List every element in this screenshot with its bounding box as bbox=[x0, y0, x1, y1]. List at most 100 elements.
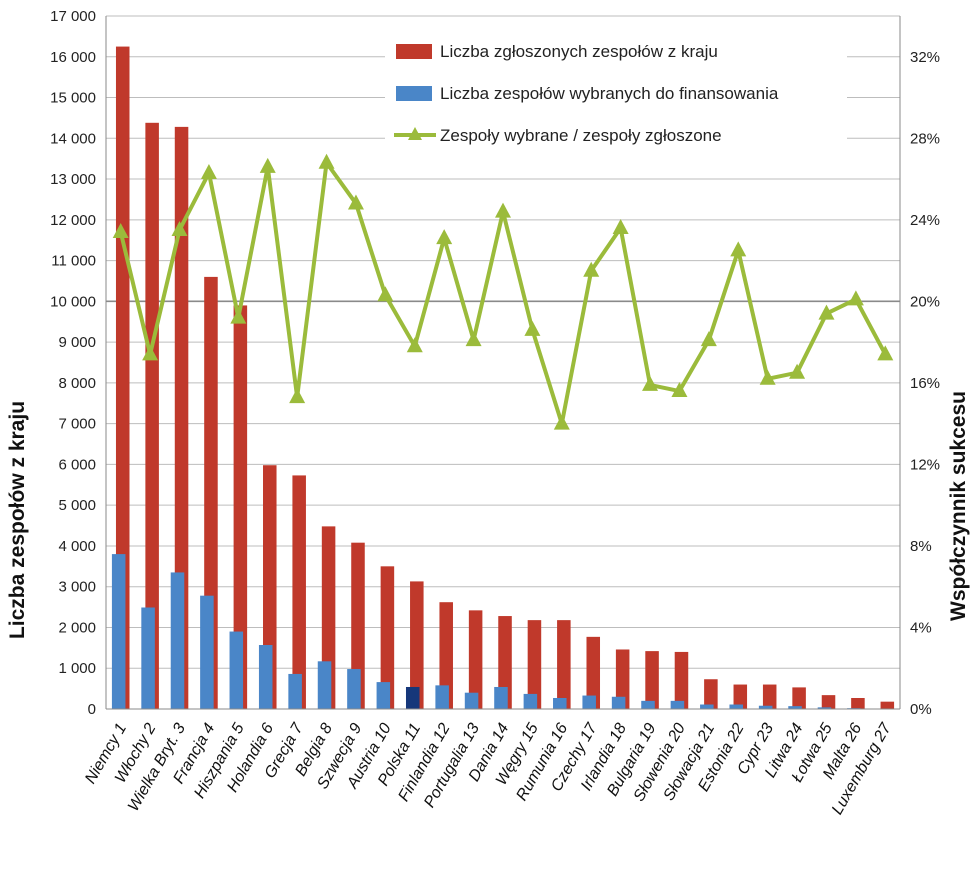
legend: Liczba zgłoszonych zespołów z kraju Licz… bbox=[385, 36, 847, 156]
ratio-marker bbox=[730, 241, 747, 257]
bar-submitted bbox=[145, 122, 159, 709]
bar-selected bbox=[611, 696, 626, 709]
left-tick-label: 10 000 bbox=[50, 293, 96, 310]
legend-background bbox=[385, 36, 847, 156]
right-tick-label: 32% bbox=[910, 49, 940, 66]
legend-swatch-selected bbox=[396, 86, 432, 101]
bar-submitted bbox=[851, 697, 865, 709]
bar-submitted bbox=[468, 610, 483, 709]
right-tick-label: 4% bbox=[910, 619, 932, 636]
left-tick-label: 15 000 bbox=[50, 90, 96, 107]
right-tick-label: 16% bbox=[910, 375, 940, 392]
ratio-marker bbox=[612, 218, 629, 234]
bar-selected bbox=[641, 700, 655, 709]
right-tick-label: 12% bbox=[910, 456, 940, 473]
bar-selected bbox=[258, 644, 273, 709]
ratio-marker bbox=[289, 388, 306, 404]
bar-selected bbox=[817, 707, 832, 709]
ratio-marker bbox=[377, 286, 394, 302]
bar-submitted bbox=[115, 46, 130, 709]
success-line bbox=[112, 153, 894, 430]
legend-label-ratio: Zespoły wybrane / zespoły zgłoszone bbox=[440, 126, 722, 145]
bars bbox=[111, 46, 895, 709]
legend-label-selected: Liczba zespołów wybranych do finansowani… bbox=[440, 84, 779, 103]
ratio-marker bbox=[495, 202, 511, 218]
bar-submitted bbox=[762, 684, 777, 709]
ratio-marker bbox=[318, 153, 335, 169]
ratio-marker bbox=[171, 221, 188, 237]
ratio-marker bbox=[847, 290, 864, 306]
bar-submitted bbox=[615, 649, 630, 709]
bar-submitted bbox=[792, 687, 806, 709]
left-tick-label: 4 000 bbox=[58, 538, 96, 555]
left-tick-label: 16 000 bbox=[50, 49, 96, 66]
bar-selected bbox=[376, 682, 391, 709]
ratio-marker bbox=[553, 414, 570, 430]
bar-submitted bbox=[439, 602, 453, 709]
ratio-marker bbox=[465, 331, 482, 347]
bar-submitted bbox=[674, 651, 689, 709]
ratio-marker bbox=[877, 345, 894, 361]
bar-submitted bbox=[410, 581, 424, 709]
bar-submitted bbox=[174, 126, 189, 709]
bar-submitted bbox=[351, 542, 365, 709]
bar-submitted bbox=[292, 475, 306, 709]
ratio-marker bbox=[524, 320, 541, 336]
ratio-marker bbox=[789, 363, 806, 379]
bar-submitted bbox=[880, 701, 895, 709]
ratio-marker bbox=[230, 308, 247, 324]
right-tick-label: 28% bbox=[910, 130, 940, 147]
bar-selected bbox=[288, 673, 302, 709]
ratio-marker bbox=[583, 261, 600, 277]
bar-selected bbox=[523, 693, 538, 709]
ratio-marker bbox=[818, 304, 835, 320]
bar-selected bbox=[729, 704, 743, 709]
bar-submitted bbox=[586, 636, 601, 709]
ratio-marker bbox=[259, 157, 276, 173]
left-tick-label: 1 000 bbox=[58, 660, 96, 677]
bar-selected bbox=[229, 631, 244, 709]
legend-label-submitted: Liczba zgłoszonych zespołów z kraju bbox=[440, 42, 718, 61]
left-axis-title: Liczba zespołów z kraju bbox=[6, 401, 29, 639]
ratio-marker bbox=[436, 229, 453, 245]
ratio-marker bbox=[700, 331, 717, 347]
bar-selected bbox=[141, 607, 155, 709]
right-axis-ticks: 0% 4% 8% 12% 16% 20% 24% 28% 32% bbox=[910, 49, 940, 718]
bar-selected bbox=[670, 700, 685, 709]
ratio-marker bbox=[759, 369, 776, 385]
bar-submitted bbox=[527, 620, 542, 709]
bar-selected bbox=[170, 572, 185, 709]
left-tick-label: 5 000 bbox=[58, 497, 96, 514]
right-tick-label: 0% bbox=[910, 701, 932, 718]
ratio-marker bbox=[112, 223, 129, 239]
bar-selected bbox=[435, 685, 449, 709]
ratio-marker bbox=[406, 337, 423, 353]
left-tick-label: 14 000 bbox=[50, 130, 96, 147]
ratio-marker bbox=[142, 345, 159, 361]
bar-submitted bbox=[733, 684, 748, 709]
legend-swatch-ratio-marker bbox=[408, 127, 422, 140]
bar-submitted bbox=[557, 620, 571, 709]
ratio-marker bbox=[642, 375, 659, 391]
bar-selected bbox=[347, 669, 361, 709]
left-tick-label: 9 000 bbox=[58, 334, 96, 351]
bar-selected bbox=[788, 706, 802, 709]
bar-submitted bbox=[233, 305, 248, 709]
left-tick-label: 11 000 bbox=[51, 253, 96, 270]
bar-selected bbox=[700, 704, 714, 709]
ratio-marker bbox=[347, 194, 364, 210]
left-tick-label: 7 000 bbox=[58, 416, 96, 433]
left-tick-label: 13 000 bbox=[50, 171, 96, 188]
left-tick-label: 6 000 bbox=[58, 456, 96, 473]
right-axis-title: Współczynnik sukcesu bbox=[947, 391, 970, 621]
left-tick-label: 3 000 bbox=[58, 579, 96, 596]
left-tick-label: 12 000 bbox=[50, 212, 96, 229]
bar-selected bbox=[553, 697, 567, 709]
bar-selected bbox=[405, 686, 420, 709]
bar-submitted bbox=[704, 679, 718, 709]
axes bbox=[105, 16, 901, 710]
right-tick-label: 20% bbox=[910, 293, 940, 310]
bar-selected bbox=[464, 692, 479, 709]
bar-submitted bbox=[498, 616, 512, 709]
